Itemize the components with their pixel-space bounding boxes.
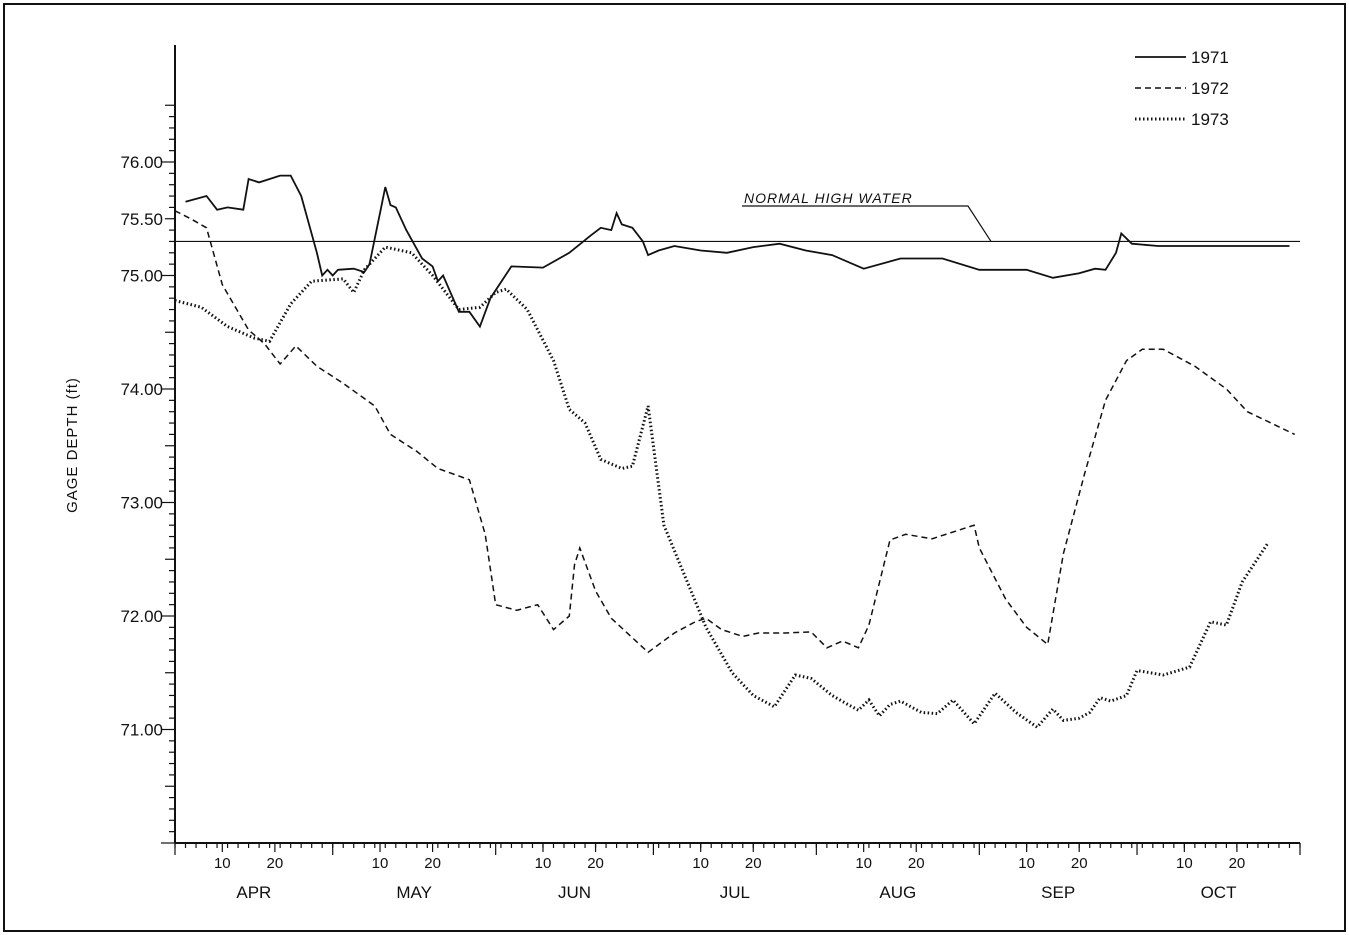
x-day-label: 20 <box>424 855 441 872</box>
legend-label-1972: 1972 <box>1191 79 1229 98</box>
x-day-label: 20 <box>1229 855 1246 872</box>
y-tick-label: 75.00 <box>120 267 163 286</box>
y-tick-label: 73.00 <box>120 494 163 513</box>
series-line-1971 <box>185 174 1290 329</box>
x-month-label: JUL <box>720 883 750 902</box>
x-month-label: AUG <box>879 883 916 902</box>
x-day-label: 20 <box>587 855 604 872</box>
legend-label-1973: 1973 <box>1191 110 1229 129</box>
series-line-1972 <box>174 210 1296 654</box>
legend: 1971 1972 1973 <box>1135 48 1229 129</box>
axis-layer: 71.00 72.00 73.00 74.00 75.00 75.50 76.00 10 20 A… <box>120 45 1301 902</box>
chart-frame <box>3 3 1346 932</box>
x-day-label: 20 <box>267 855 284 872</box>
x-day-label: 10 <box>1018 855 1035 872</box>
series-line-1973 <box>174 245 1270 730</box>
y-tick-label: 71.00 <box>120 721 163 740</box>
x-month-label: SEP <box>1041 883 1075 902</box>
x-month-label: JUN <box>558 883 591 902</box>
normal-high-water-label: NORMAL HIGH WATER <box>744 190 913 206</box>
y-tick-label: 74.00 <box>120 380 163 399</box>
legend-label-1971: 1971 <box>1191 48 1229 67</box>
normal-high-water-leader <box>742 205 992 242</box>
y-tick-label: 76.00 <box>120 153 163 172</box>
y-tick-label: 72.00 <box>120 607 163 626</box>
x-day-label: 10 <box>214 855 231 872</box>
x-month-label: OCT <box>1201 883 1237 902</box>
x-day-label: 20 <box>1071 855 1088 872</box>
series-layer <box>174 174 1296 730</box>
x-day-label: 10 <box>535 855 552 872</box>
x-day-label: 20 <box>908 855 925 872</box>
x-day-label: 10 <box>855 855 872 872</box>
x-day-label: 10 <box>372 855 389 872</box>
y-axis-label: GAGE DEPTH (ft) <box>64 377 81 513</box>
x-month-label: APR <box>236 883 271 902</box>
x-month-label: MAY <box>396 883 432 902</box>
x-day-label: 20 <box>745 855 762 872</box>
reference-layer: NORMAL HIGH WATER <box>175 190 1300 243</box>
x-day-label: 10 <box>692 855 709 872</box>
y-tick-label: 75.50 <box>120 210 163 229</box>
x-day-label: 10 <box>1176 855 1193 872</box>
